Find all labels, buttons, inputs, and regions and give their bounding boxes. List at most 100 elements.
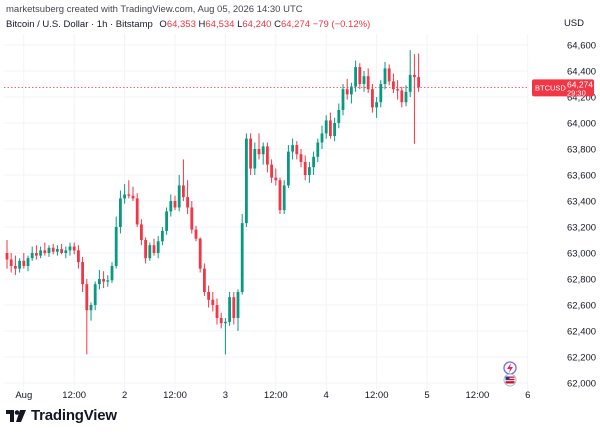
candle[interactable]	[9, 253, 13, 273]
candle[interactable]	[261, 142, 265, 165]
candle[interactable]	[236, 289, 240, 331]
candle[interactable]	[324, 115, 328, 139]
candle[interactable]	[274, 168, 278, 186]
candle[interactable]	[190, 201, 194, 234]
candle[interactable]	[56, 245, 59, 256]
symbol-title[interactable]: Bitcoin / U.S. Dollar · 1h · Bitstamp	[6, 19, 153, 30]
candle[interactable]	[60, 243, 63, 255]
candle[interactable]	[102, 271, 105, 289]
candle[interactable]	[303, 155, 307, 181]
candle[interactable]	[51, 243, 55, 255]
candle[interactable]	[400, 86, 404, 108]
candle[interactable]	[207, 285, 210, 308]
candle[interactable]	[224, 318, 227, 355]
candle[interactable]	[379, 80, 383, 108]
candle[interactable]	[345, 78, 349, 100]
candle[interactable]	[18, 258, 21, 273]
candle[interactable]	[131, 186, 135, 201]
candle[interactable]	[392, 73, 395, 94]
candle[interactable]	[135, 193, 139, 227]
candle[interactable]	[177, 175, 181, 212]
candle[interactable]	[240, 214, 244, 295]
candle[interactable]	[316, 138, 320, 162]
candle[interactable]	[308, 162, 311, 183]
candle[interactable]	[81, 256, 84, 292]
candle[interactable]	[144, 237, 147, 264]
candle[interactable]	[106, 275, 110, 287]
lightning-event-icon[interactable]	[503, 361, 517, 375]
candle[interactable]	[291, 138, 294, 160]
candle[interactable]	[140, 219, 143, 246]
candle[interactable]	[333, 117, 336, 142]
candle[interactable]	[161, 227, 164, 246]
candle[interactable]	[119, 190, 122, 234]
candle[interactable]	[383, 61, 387, 90]
candle[interactable]	[198, 237, 202, 273]
candle[interactable]	[156, 236, 160, 259]
tradingview-brand[interactable]: TradingView	[6, 407, 117, 424]
candle[interactable]	[77, 245, 80, 269]
candle[interactable]	[85, 279, 89, 355]
candle[interactable]	[287, 145, 290, 188]
candle[interactable]	[194, 225, 198, 242]
candle[interactable]	[282, 180, 286, 214]
candle[interactable]	[127, 180, 131, 199]
candle[interactable]	[64, 246, 68, 259]
candle[interactable]	[245, 133, 248, 227]
candle[interactable]	[266, 142, 269, 173]
candle[interactable]	[329, 112, 332, 139]
candle[interactable]	[253, 142, 257, 176]
candle[interactable]	[68, 242, 72, 256]
candle[interactable]	[375, 97, 378, 118]
candle[interactable]	[341, 84, 345, 116]
candle[interactable]	[417, 53, 420, 92]
candle[interactable]	[123, 184, 126, 204]
candle[interactable]	[337, 103, 341, 129]
candle[interactable]	[93, 281, 97, 311]
candle[interactable]	[404, 85, 408, 107]
candle[interactable]	[278, 177, 282, 214]
candle[interactable]	[387, 64, 391, 86]
candle[interactable]	[43, 242, 47, 256]
candle[interactable]	[408, 50, 412, 97]
candle[interactable]	[26, 255, 30, 272]
candle[interactable]	[110, 262, 114, 283]
candle[interactable]	[249, 133, 252, 175]
candle[interactable]	[186, 180, 189, 214]
candle[interactable]	[371, 84, 374, 113]
candle[interactable]	[320, 125, 324, 149]
currency-label[interactable]: USD	[563, 18, 584, 29]
candle[interactable]	[362, 71, 366, 92]
candle[interactable]	[350, 82, 353, 104]
candle[interactable]	[114, 216, 118, 269]
candle[interactable]	[358, 63, 362, 90]
candle[interactable]	[228, 292, 231, 326]
candle[interactable]	[30, 246, 34, 261]
candle[interactable]	[5, 240, 9, 269]
candle[interactable]	[169, 194, 173, 217]
candle[interactable]	[219, 312, 223, 329]
candle[interactable]	[35, 245, 38, 260]
candle[interactable]	[354, 60, 357, 92]
candle[interactable]	[203, 263, 206, 296]
candle[interactable]	[39, 246, 42, 259]
candle[interactable]	[312, 151, 315, 175]
candle[interactable]	[165, 207, 168, 235]
candle[interactable]	[413, 54, 416, 144]
candle[interactable]	[98, 269, 101, 290]
candle[interactable]	[211, 292, 215, 312]
candle[interactable]	[295, 141, 299, 160]
candle[interactable]	[257, 133, 261, 160]
candle[interactable]	[182, 159, 185, 201]
candle[interactable]	[72, 242, 76, 255]
candle[interactable]	[270, 159, 273, 183]
candle[interactable]	[173, 195, 177, 211]
candle[interactable]	[89, 302, 93, 321]
candle[interactable]	[152, 238, 156, 256]
candle[interactable]	[299, 149, 303, 168]
candle[interactable]	[22, 253, 26, 269]
candle[interactable]	[396, 80, 399, 100]
candle[interactable]	[215, 298, 219, 325]
candle[interactable]	[148, 242, 152, 261]
